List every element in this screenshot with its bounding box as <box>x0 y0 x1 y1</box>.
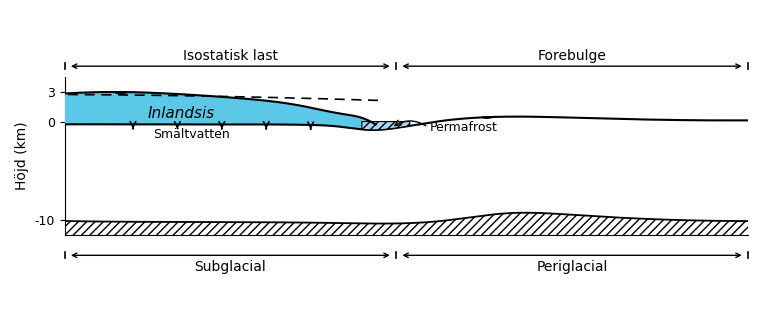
Polygon shape <box>362 121 410 130</box>
Text: Forebulge: Forebulge <box>538 49 607 63</box>
Text: Permafrost: Permafrost <box>430 121 498 134</box>
Polygon shape <box>482 117 492 118</box>
Text: Periglacial: Periglacial <box>536 260 607 274</box>
Text: Subglacial: Subglacial <box>195 260 266 274</box>
Text: Inlandsis: Inlandsis <box>147 106 214 121</box>
Y-axis label: Höjd (km): Höjd (km) <box>15 122 29 190</box>
Text: Isostatisk last: Isostatisk last <box>183 49 278 63</box>
Polygon shape <box>115 92 127 94</box>
Polygon shape <box>65 92 375 130</box>
Text: Smältvatten: Smältvatten <box>153 128 230 141</box>
